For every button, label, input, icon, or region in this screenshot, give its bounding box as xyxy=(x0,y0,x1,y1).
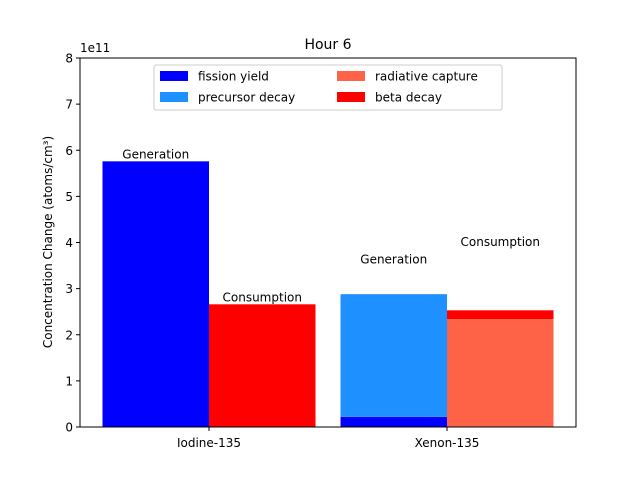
axes-layer: 0 1 2 3 4 5 6 7 8 Iodine-135 Xenon-135 xyxy=(65,52,577,450)
y-tick-label: 3 xyxy=(65,282,73,296)
bars-layer xyxy=(102,161,554,427)
legend-entry-label: fission yield xyxy=(198,70,269,84)
bar-segment xyxy=(209,304,316,427)
legend-entry-label: precursor decay xyxy=(198,91,295,105)
bar-label: Consumption xyxy=(461,235,540,249)
legend-swatch xyxy=(337,92,365,102)
y-tick-label: 8 xyxy=(65,52,73,66)
legend-swatch xyxy=(160,92,188,102)
bar-segment xyxy=(340,416,447,427)
bar-segment xyxy=(102,161,209,427)
bar-segment xyxy=(340,294,447,417)
legend-entry-label: radiative capture xyxy=(375,70,478,84)
legend-frame xyxy=(153,64,503,111)
y-tick-label: 4 xyxy=(65,236,73,250)
y-tick-label: 2 xyxy=(65,328,73,342)
y-scale-label: 1e11 xyxy=(80,41,110,55)
bar-labels-layer: Generation Consumption Generation Consumpti… xyxy=(122,147,540,304)
y-tick-label: 5 xyxy=(65,190,73,204)
bar-label: Generation xyxy=(360,252,427,266)
bar-segment xyxy=(447,310,554,320)
x-tick-label: Xenon-135 xyxy=(415,436,480,450)
legend-entry-label: beta decay xyxy=(375,91,442,105)
legend: fission yield precursor decay radiative ca… xyxy=(153,64,503,111)
y-axis-label: Concentration Change (atoms/cm³) xyxy=(41,136,55,348)
y-tick-label: 1 xyxy=(65,374,73,388)
bar-segment xyxy=(447,319,554,427)
y-tick-label: 6 xyxy=(65,144,73,158)
x-tick-label: Iodine-135 xyxy=(177,436,241,450)
bar-label: Consumption xyxy=(223,290,302,304)
chart-title: Hour 6 xyxy=(304,37,351,53)
y-tick-label: 7 xyxy=(65,98,73,112)
y-tick-label: 0 xyxy=(65,421,73,435)
legend-swatch xyxy=(337,71,365,81)
legend-swatch xyxy=(160,71,188,81)
bar-label: Generation xyxy=(122,147,189,161)
